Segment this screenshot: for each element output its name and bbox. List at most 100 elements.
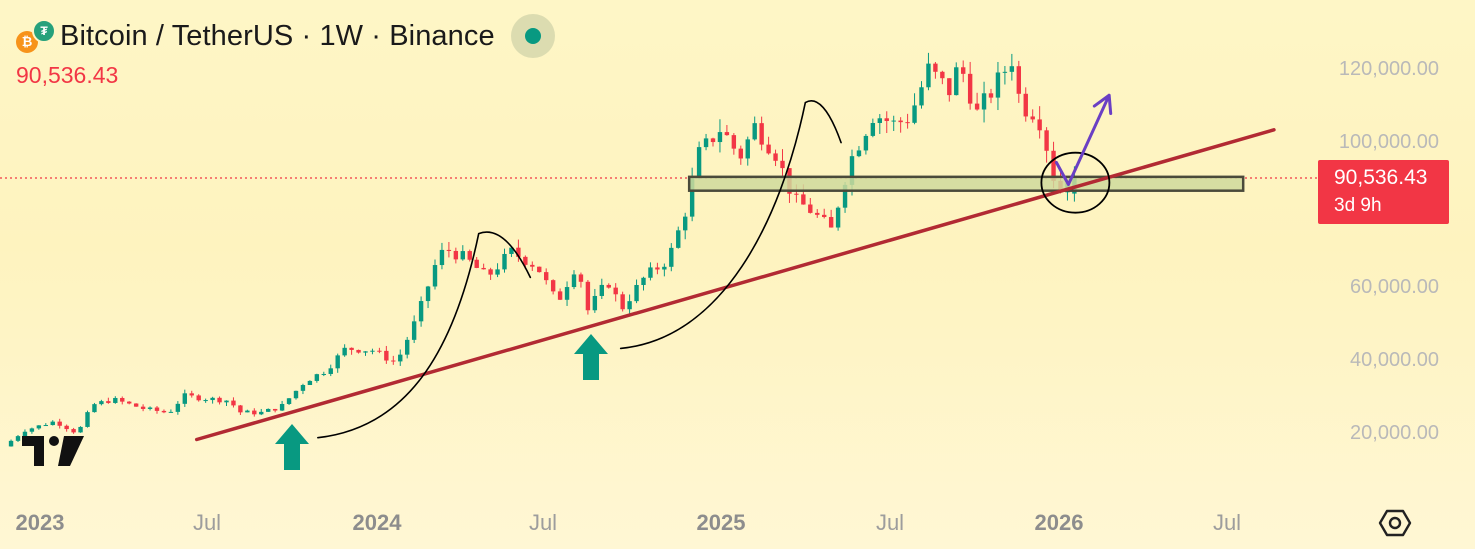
candle-body (64, 425, 69, 430)
candle-body (940, 71, 945, 79)
drawings-layer (194, 93, 1276, 442)
candle-body (648, 267, 653, 278)
candle-body (884, 118, 889, 121)
candle-body (439, 249, 445, 266)
current-price-tag: 90,536.43 3d 9h (1318, 160, 1449, 224)
candle-body (196, 395, 201, 401)
candle-body (113, 397, 118, 403)
candle-body (523, 256, 528, 265)
candle-body (724, 132, 730, 136)
highlight-circle[interactable] (1040, 151, 1111, 214)
candle-body (349, 347, 354, 350)
candle-body (696, 147, 702, 179)
candle-body (891, 120, 896, 122)
candle-body (85, 412, 90, 427)
candle-body (231, 400, 236, 406)
candle-body (759, 123, 764, 145)
candle-body (926, 63, 931, 88)
candle-body (279, 403, 285, 411)
arc-drawing[interactable] (317, 231, 532, 439)
support-zone-box[interactable] (687, 175, 1245, 192)
tradingview-logo-icon[interactable] (22, 436, 84, 466)
candle-body (801, 194, 806, 205)
candle-body (140, 406, 146, 409)
candle-body (856, 150, 862, 157)
candle-body (745, 139, 750, 159)
candle-body (161, 410, 167, 413)
candle-body (460, 251, 465, 260)
candle-body (1030, 116, 1035, 120)
candle-body (106, 401, 111, 403)
candle-body (752, 123, 757, 140)
candle-body (259, 411, 264, 415)
candle-body (863, 135, 869, 151)
candle-body (217, 397, 222, 403)
candle-body (1051, 150, 1056, 181)
up-arrow-icon (574, 334, 608, 380)
y-tick-label: 20,000.00 (1350, 422, 1439, 445)
candle-body (773, 153, 778, 161)
candle-body (147, 407, 153, 409)
candle-body (717, 132, 723, 143)
candle-body (822, 214, 827, 218)
projection-arrow[interactable] (1054, 93, 1113, 186)
candle-body (585, 281, 591, 311)
candle-body (578, 274, 584, 282)
candle-body (1037, 119, 1042, 131)
candle-body (550, 280, 556, 292)
symbol-title[interactable]: Bitcoin / TetherUS · 1W · Binance (60, 19, 495, 52)
candle-body (398, 354, 403, 362)
candle-body (474, 259, 479, 268)
candle-body (488, 269, 493, 275)
candle-body (780, 160, 785, 169)
candle-body (453, 250, 459, 260)
candle-body (703, 138, 709, 148)
candle-body (189, 393, 194, 396)
settings-icon[interactable] (1378, 508, 1412, 538)
candle-body (356, 349, 361, 353)
candle-body (502, 253, 507, 270)
x-tick-label: 2024 (352, 510, 402, 535)
candle-body (36, 425, 42, 429)
pair-logo: ₿ ₮ (14, 17, 56, 55)
candle-body (391, 360, 396, 362)
candle-body (738, 148, 743, 159)
candle-body (15, 436, 21, 441)
current-price-label: 90,536.43 (1334, 166, 1428, 189)
candle-body (842, 184, 848, 208)
market-status[interactable] (510, 14, 555, 58)
arc-drawing[interactable] (619, 100, 842, 350)
symbol-header[interactable]: ₿ ₮ Bitcoin / TetherUS · 1W · Binance (14, 14, 555, 58)
x-tick-label: Jul (1212, 510, 1242, 535)
candle-body (662, 266, 667, 270)
candle-body (405, 339, 410, 355)
candle-body (22, 431, 28, 437)
candle-body (175, 403, 181, 412)
candle-body (933, 63, 938, 72)
usdt-coin-icon: ₮ (32, 19, 56, 43)
candle-body (238, 405, 243, 413)
candle-body (808, 204, 813, 213)
x-tick-label: Jul (192, 510, 222, 535)
candles-layer (8, 52, 1077, 447)
candle-body (870, 123, 876, 136)
candle-body (467, 251, 472, 260)
candle-body (606, 284, 611, 288)
candle-body (627, 301, 632, 310)
candle-body (967, 73, 973, 104)
candle-body (794, 193, 799, 195)
candle-body (828, 217, 834, 228)
candle-body (370, 350, 375, 352)
candle-body (99, 401, 104, 405)
y-tick-label: 40,000.00 (1350, 349, 1439, 372)
candle-body (947, 78, 952, 96)
candle-body (168, 411, 174, 413)
candle-body (592, 295, 598, 311)
trendline[interactable] (194, 128, 1276, 442)
candle-body (224, 400, 229, 403)
candle-body (1044, 130, 1049, 151)
candle-body (252, 410, 257, 415)
candle-body (995, 72, 1001, 98)
status-dot-icon (524, 28, 541, 44)
